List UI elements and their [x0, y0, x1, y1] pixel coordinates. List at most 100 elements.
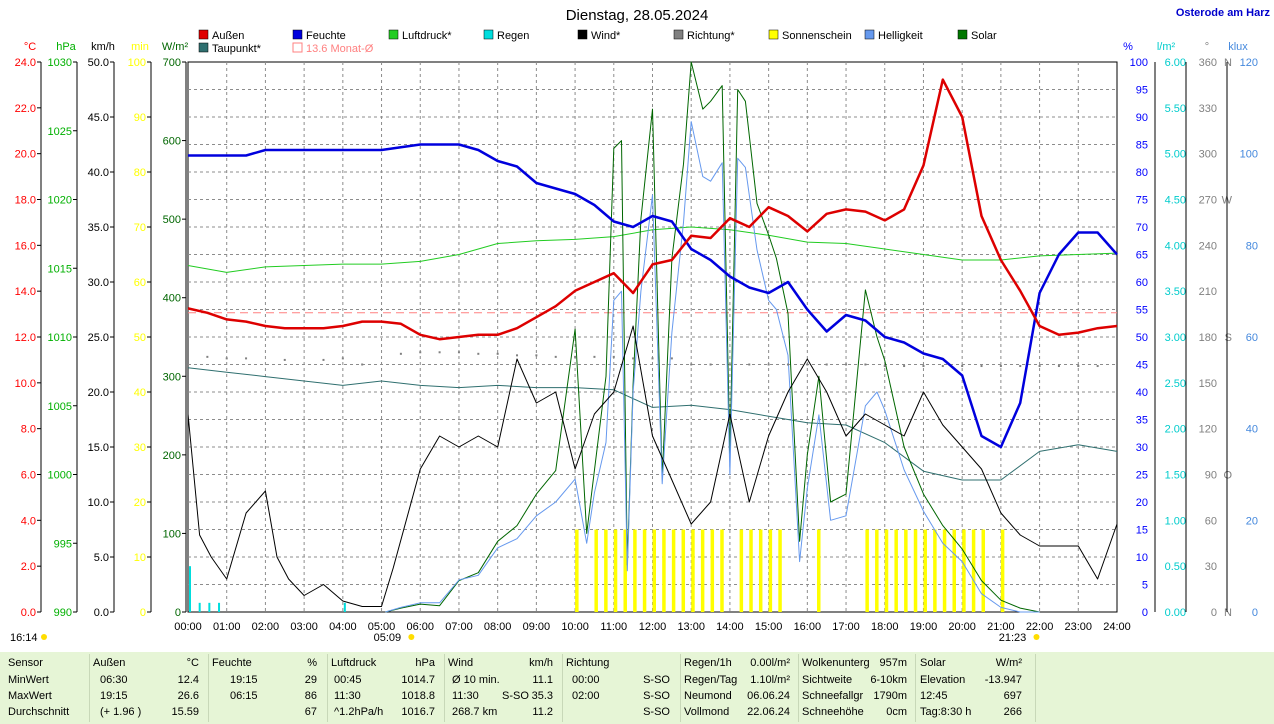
sunset-marker — [1033, 634, 1040, 640]
left-axis-tick-label: 2.0 — [21, 561, 36, 573]
summary-cell: 02:00 — [572, 690, 600, 702]
summary-cell: 697 — [1003, 690, 1022, 702]
direction-dot — [748, 363, 751, 366]
summary-cell: 1016.7 — [401, 706, 435, 718]
sunshine-bar — [613, 529, 618, 612]
direction-dot — [903, 365, 906, 368]
left-axis-tick-label: 600 — [163, 136, 181, 148]
right-axis-tick-label: 1.00 — [1165, 515, 1186, 527]
series-line-helligkeit — [385, 121, 1040, 613]
right-axis-tick-label: 20 — [1136, 497, 1148, 509]
legend-swatch — [483, 29, 494, 40]
right-axis-tick-label: 1.50 — [1165, 470, 1186, 482]
left-axis-tick-label: 1005 — [48, 401, 72, 413]
direction-dot — [864, 363, 867, 366]
direction-dot — [341, 357, 344, 360]
x-tick-label: 23:00 — [1065, 621, 1093, 633]
left-axis-tick-label: 0 — [175, 607, 181, 619]
x-tick-label: 11:00 — [600, 621, 627, 633]
direction-dot — [361, 363, 364, 366]
right-axis-tick-label: 45 — [1136, 360, 1148, 372]
direction-dot — [806, 363, 809, 366]
summary-cell: 15.59 — [171, 706, 199, 718]
right-axis-tick-label: 0 — [1211, 607, 1217, 619]
summary-column-separator — [1035, 654, 1036, 722]
left-axis-tick-label: 30.0 — [88, 277, 109, 289]
right-axis-tick-label: 65 — [1136, 250, 1148, 262]
left-axis-unit: hPa — [56, 41, 76, 53]
x-tick-label: 06:00 — [406, 621, 434, 633]
summary-cell: Neumond — [684, 690, 732, 702]
direction-dot — [709, 363, 712, 366]
summary-cell: 12:45 — [920, 690, 948, 702]
station-name: Osterode am Harz — [1176, 7, 1271, 19]
x-tick-label: 09:00 — [523, 621, 551, 633]
sunshine-bar — [933, 529, 937, 612]
left-axis-tick-label: 20.0 — [15, 149, 36, 161]
left-axis-tick-label: 12.0 — [15, 332, 36, 344]
sunshine-bar — [778, 529, 782, 612]
left-axis-tick-label: 5.0 — [94, 552, 109, 564]
right-axis-tick-label: 60 — [1246, 332, 1258, 344]
right-axis-tick-label: 5.00 — [1165, 149, 1186, 161]
right-axis-tick-label: 5.50 — [1165, 103, 1186, 115]
right-axis-tick-label: 330 — [1199, 103, 1217, 115]
right-axis-tick-label: 3.50 — [1165, 286, 1186, 298]
direction-dot — [322, 358, 325, 361]
right-axis-unit: ° — [1205, 41, 1209, 53]
summary-cell: 11:30 — [452, 690, 479, 702]
legend-swatch — [864, 29, 875, 40]
direction-dot — [516, 354, 519, 357]
series-line-taupunkt — [187, 367, 1118, 481]
summary-cell: Vollmond — [684, 706, 730, 718]
x-tick-label: 20:00 — [948, 621, 976, 633]
left-axis-tick-label: 60 — [134, 277, 146, 289]
left-axis-tick-label: 0.0 — [94, 607, 109, 619]
right-axis-tick-label: 2.50 — [1165, 378, 1186, 390]
left-axis-tick-label: 1025 — [48, 126, 72, 138]
x-tick-label: 00:00 — [174, 621, 202, 633]
series-line-solar — [385, 61, 1040, 613]
rain-bar — [198, 602, 201, 612]
summary-cell: 86 — [304, 690, 317, 702]
direction-dot — [728, 363, 731, 366]
left-axis-tick-label: 500 — [163, 214, 181, 226]
direction-dot — [399, 352, 402, 355]
sunshine-bar — [981, 529, 986, 612]
summary-cell: 22.06.24 — [747, 706, 790, 718]
sunshine-bar — [817, 529, 821, 612]
left-axis-tick-label: 40.0 — [88, 167, 109, 179]
direction-dot — [786, 363, 789, 366]
direction-dot — [245, 357, 248, 360]
left-axis-tick-label: 0.0 — [21, 607, 36, 619]
right-axis-tick-label: 80 — [1246, 240, 1258, 252]
sunshine-bar — [865, 529, 869, 612]
left-axis-tick-label: 20.0 — [88, 387, 109, 399]
left-axis-tick-label: 10.0 — [15, 378, 36, 390]
summary-header-sensor: Sensor — [8, 657, 43, 669]
right-axis-tick-label: 300 — [1199, 149, 1217, 161]
x-tick-label: 02:00 — [252, 621, 280, 633]
direction-dot — [670, 357, 673, 360]
left-axis-tick-label: 10 — [134, 552, 146, 564]
summary-cell: 266 — [1003, 706, 1022, 718]
sunshine-bar — [623, 529, 627, 612]
summary-column-separator — [798, 654, 799, 722]
summary-header-unit: hPa — [415, 657, 435, 669]
summary-cell: Wolkenunterg — [802, 657, 870, 669]
right-axis-tick-label: 150 — [1199, 378, 1217, 390]
right-axis-tick-label: 360 — [1199, 57, 1217, 69]
legend-swatch — [388, 29, 399, 40]
x-tick-label: 13:00 — [677, 621, 705, 633]
right-axis-tick-label: 2.00 — [1165, 424, 1186, 436]
left-axis-tick-label: 90 — [134, 112, 146, 124]
direction-dot — [690, 363, 693, 366]
sunshine-bar — [681, 529, 686, 612]
direction-dot — [999, 365, 1002, 368]
legend-swatch — [577, 29, 588, 40]
x-tick-label: 16:00 — [794, 621, 822, 633]
legend-label: Richtung* — [687, 30, 735, 42]
left-axis-unit: W/m² — [162, 41, 189, 53]
sunshine-bar — [884, 529, 889, 612]
legend-label: Helligkeit — [878, 30, 923, 42]
